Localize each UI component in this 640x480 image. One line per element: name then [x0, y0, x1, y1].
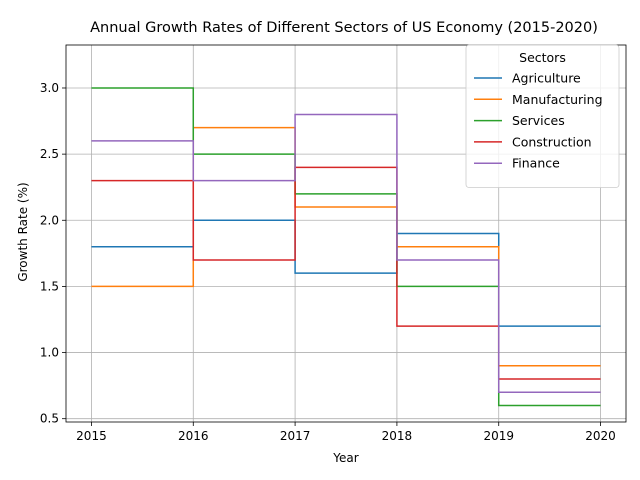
legend-box	[465, 44, 620, 188]
y-axis-label: Growth Rate (%)	[16, 182, 30, 281]
x-tick-label: 2018	[382, 429, 413, 443]
legend-entry-label: Finance	[512, 156, 560, 171]
legend-title: Sectors	[519, 50, 566, 65]
x-tick-label: 2017	[280, 429, 311, 443]
legend-entry-label: Services	[512, 113, 565, 128]
legend-entry-label: Agriculture	[512, 71, 581, 86]
x-axis-label: Year	[332, 451, 358, 465]
y-axis: 0.5 1.0 1.5 2.0 2.5 3.0	[40, 81, 66, 426]
x-tick-label: 2016	[178, 429, 209, 443]
series-line-finance	[91, 113, 601, 393]
legend: Sectors Agriculture Manufacturing Services C…	[465, 44, 620, 188]
x-tick-label: 2020	[585, 429, 616, 443]
x-axis: 2015 2016 2017 2018 2019 2020	[76, 422, 616, 443]
chart-title: Annual Growth Rates of Different Sectors…	[90, 20, 598, 36]
y-tick-label: 2.5	[40, 147, 59, 161]
series-line-agriculture	[91, 219, 601, 327]
legend-entry-label: Construction	[512, 134, 592, 149]
y-tick-label: 3.0	[40, 81, 59, 95]
plot-frame	[65, 44, 627, 423]
legend-entry-label: Manufacturing	[512, 92, 603, 107]
x-tick-label: 2019	[483, 429, 514, 443]
y-tick-label: 2.0	[40, 213, 59, 227]
y-tick-label: 0.5	[40, 412, 59, 426]
y-tick-label: 1.5	[40, 279, 59, 293]
x-tick-label: 2015	[76, 429, 107, 443]
y-tick-label: 1.0	[40, 346, 59, 360]
series-layer	[91, 87, 601, 407]
